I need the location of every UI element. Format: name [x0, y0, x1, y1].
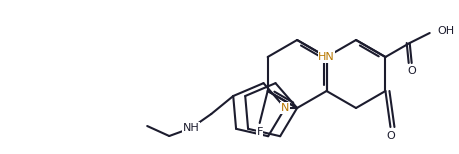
Text: N: N — [281, 103, 289, 113]
Text: NH: NH — [183, 123, 200, 133]
Text: HN: HN — [318, 52, 335, 62]
Text: O: O — [386, 131, 395, 141]
Text: O: O — [407, 66, 416, 76]
Text: F: F — [257, 127, 263, 137]
Text: OH: OH — [438, 26, 455, 36]
